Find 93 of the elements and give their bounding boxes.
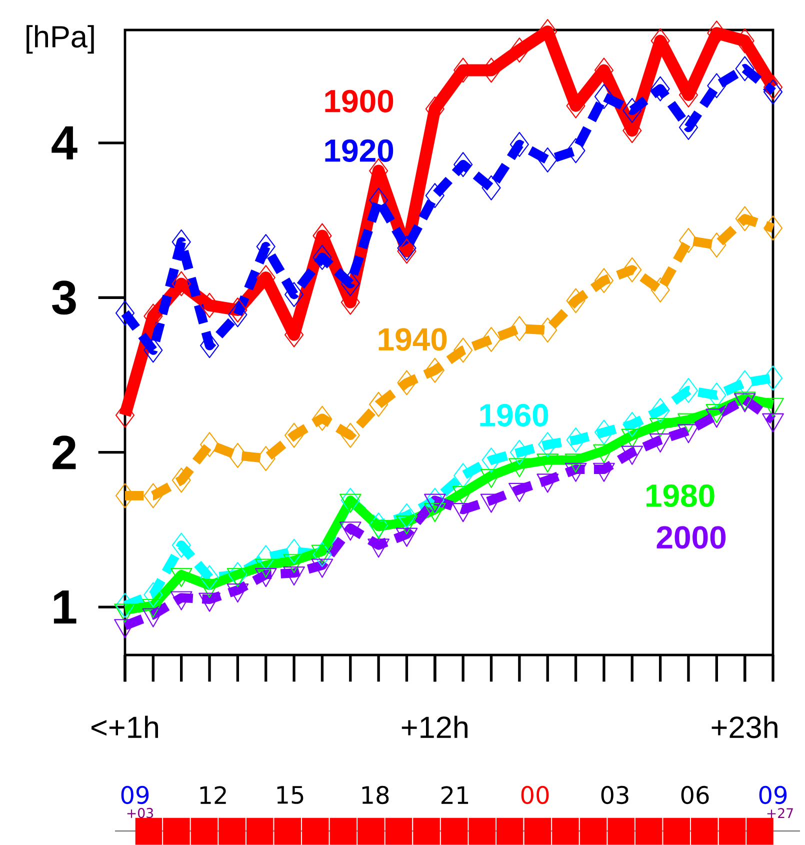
text: 18 <box>362 786 389 804</box>
y-tick-label: 2 <box>52 436 76 470</box>
text: 21 <box>441 786 468 804</box>
point <box>763 79 783 104</box>
point <box>256 544 276 570</box>
text: +27 <box>767 808 793 818</box>
point <box>256 234 276 260</box>
text: 06 <box>681 786 709 804</box>
point <box>454 152 473 178</box>
point <box>369 188 388 213</box>
point <box>228 562 248 588</box>
point <box>340 488 360 513</box>
y-axis-title: [hPa] <box>26 25 94 54</box>
point <box>594 268 614 294</box>
text: +03 <box>127 808 154 818</box>
point <box>735 206 754 232</box>
point <box>650 277 670 302</box>
point <box>566 138 586 164</box>
point <box>284 538 304 564</box>
point <box>284 422 304 448</box>
y-tick-label: 4 <box>52 126 78 160</box>
point <box>594 420 614 445</box>
point <box>735 370 754 396</box>
point <box>425 358 444 383</box>
point <box>369 392 388 417</box>
x-tick-label: +12h <box>402 716 468 738</box>
series-label: 1980 <box>646 484 714 507</box>
point <box>594 84 614 110</box>
point <box>340 422 360 448</box>
point <box>510 38 529 63</box>
point <box>144 582 163 608</box>
point <box>256 264 276 290</box>
text: 12 <box>200 786 226 804</box>
point <box>144 338 163 363</box>
x-tick-label: +23h <box>712 716 778 738</box>
point <box>172 468 191 493</box>
point <box>510 132 529 158</box>
point <box>115 300 135 326</box>
text: 00 <box>521 786 549 804</box>
text: 03 <box>601 786 628 804</box>
point <box>200 565 220 590</box>
series-label: 1960 <box>480 404 548 427</box>
point <box>735 56 754 82</box>
point <box>566 288 586 314</box>
point <box>144 483 163 508</box>
text: 2000 <box>656 526 726 549</box>
point <box>284 282 304 308</box>
point <box>763 74 783 100</box>
text: 09 <box>759 786 787 804</box>
text: 15 <box>277 786 304 804</box>
point <box>594 58 614 83</box>
point <box>200 333 220 358</box>
point <box>622 257 642 282</box>
point <box>228 302 248 328</box>
point <box>622 98 642 123</box>
series-label: 1900 <box>325 90 394 112</box>
point <box>312 406 332 431</box>
point <box>482 326 501 352</box>
text: 09 <box>121 786 149 804</box>
point <box>397 238 416 264</box>
point <box>397 236 416 261</box>
point <box>115 592 135 618</box>
point <box>397 370 416 396</box>
series-label: 1920 <box>325 139 394 162</box>
point <box>369 512 388 538</box>
point <box>172 532 191 558</box>
point <box>707 73 726 98</box>
point <box>454 463 473 488</box>
point <box>312 244 332 270</box>
x-tick-label: <+1h <box>92 716 158 738</box>
point <box>397 503 416 528</box>
point <box>482 448 501 473</box>
point <box>566 427 586 452</box>
y-tick-label: 3 <box>52 280 76 315</box>
point <box>312 542 332 567</box>
point <box>650 76 670 102</box>
point <box>510 440 529 465</box>
point <box>172 271 191 296</box>
point <box>678 378 698 403</box>
point <box>144 304 163 329</box>
y-tick-label: 1 <box>54 590 76 624</box>
point <box>425 182 444 208</box>
point <box>200 432 220 458</box>
point <box>622 412 642 438</box>
point <box>763 215 783 241</box>
point <box>340 271 360 296</box>
series-label: 1940 <box>378 328 447 351</box>
point <box>538 147 558 172</box>
point <box>678 114 698 140</box>
point <box>650 398 670 424</box>
point <box>425 488 444 513</box>
point <box>482 175 501 200</box>
point <box>454 338 473 363</box>
